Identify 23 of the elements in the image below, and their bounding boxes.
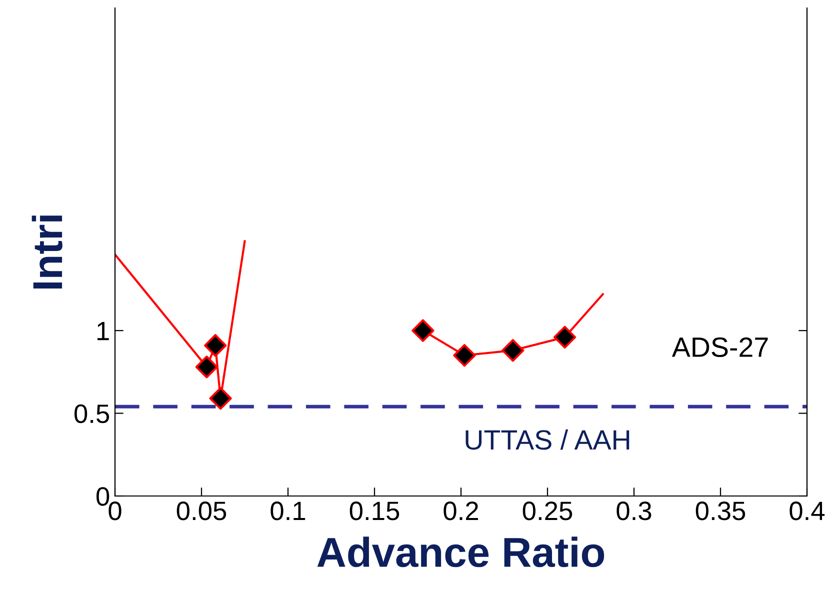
point (209, 387, 232, 410)
point (502, 339, 524, 362)
x-tick-label: 0.15 (350, 502, 400, 520)
annotation: ADS-27 (672, 337, 768, 358)
point (412, 319, 434, 342)
x-tick-label: 0.35 (696, 502, 746, 520)
point (195, 356, 218, 378)
y-axis-title: Intri (32, 216, 62, 289)
x-axis-title: Advance Ratio (317, 536, 604, 568)
x-tick-label: 0.2 (444, 502, 478, 520)
point (553, 326, 576, 349)
x-tick-label: 0.3 (616, 502, 652, 520)
x-tick-label: 0.4 (790, 502, 825, 520)
y-tick-label: 0 (96, 487, 110, 506)
x-tick-label: 0.1 (270, 502, 306, 520)
y-tick-label: 0.5 (74, 404, 110, 424)
x-tick-label: 0 (108, 502, 122, 520)
point (453, 344, 476, 367)
y-tick-label: 1 (97, 322, 109, 340)
x-tick-label: 0.25 (522, 502, 572, 520)
annotation: UTTAS / AAH (466, 429, 630, 450)
x-tick-label: 0.05 (176, 502, 226, 520)
point (204, 334, 227, 357)
